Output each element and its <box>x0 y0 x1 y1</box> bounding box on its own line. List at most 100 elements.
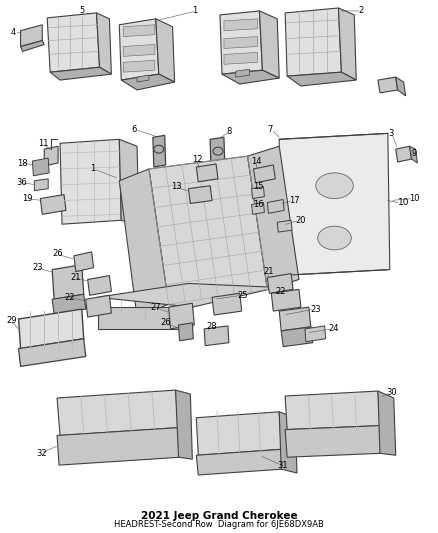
Polygon shape <box>50 67 111 80</box>
Text: 12: 12 <box>192 155 203 164</box>
Ellipse shape <box>316 173 353 199</box>
Polygon shape <box>137 75 149 82</box>
Text: 22: 22 <box>275 287 286 296</box>
Text: 21: 21 <box>70 273 81 282</box>
Text: 22: 22 <box>64 293 74 302</box>
Polygon shape <box>251 187 265 199</box>
Text: 31: 31 <box>277 461 288 470</box>
Text: 13: 13 <box>171 182 181 191</box>
Text: 23: 23 <box>311 305 321 313</box>
Polygon shape <box>212 293 242 315</box>
Text: 2021 Jeep Grand Cherokee: 2021 Jeep Grand Cherokee <box>141 512 297 521</box>
Text: 25: 25 <box>238 291 248 300</box>
Polygon shape <box>96 13 111 74</box>
Polygon shape <box>222 70 279 84</box>
Polygon shape <box>196 164 218 182</box>
Polygon shape <box>88 276 111 295</box>
Polygon shape <box>86 295 111 317</box>
Polygon shape <box>224 52 258 64</box>
Polygon shape <box>267 199 284 213</box>
Polygon shape <box>123 60 155 72</box>
Text: 19: 19 <box>22 194 33 203</box>
Text: 28: 28 <box>206 322 217 332</box>
Text: 3: 3 <box>388 129 393 138</box>
Polygon shape <box>279 412 297 473</box>
Polygon shape <box>18 339 86 366</box>
Polygon shape <box>279 307 311 331</box>
Polygon shape <box>121 74 175 90</box>
Polygon shape <box>210 138 225 171</box>
Polygon shape <box>60 139 121 224</box>
Text: HEADREST-Second Row  Diagram for 6JE68DX9AB: HEADREST-Second Row Diagram for 6JE68DX9… <box>114 520 324 529</box>
Polygon shape <box>267 273 293 293</box>
Polygon shape <box>44 146 58 166</box>
Text: 32: 32 <box>36 449 47 458</box>
Ellipse shape <box>318 226 351 250</box>
Polygon shape <box>287 72 356 86</box>
Polygon shape <box>259 11 279 78</box>
Polygon shape <box>153 135 166 167</box>
Polygon shape <box>188 185 212 204</box>
Text: 26: 26 <box>52 249 63 259</box>
Text: 11: 11 <box>38 139 49 148</box>
Text: 30: 30 <box>386 387 396 397</box>
Polygon shape <box>57 390 179 435</box>
Polygon shape <box>285 426 382 457</box>
Polygon shape <box>236 69 250 77</box>
Polygon shape <box>251 203 265 214</box>
Polygon shape <box>169 303 194 329</box>
Polygon shape <box>254 165 275 183</box>
Text: 1: 1 <box>192 6 198 15</box>
Polygon shape <box>119 139 139 226</box>
Polygon shape <box>339 8 356 80</box>
Polygon shape <box>281 327 313 346</box>
Polygon shape <box>74 252 94 272</box>
Polygon shape <box>410 146 417 163</box>
Polygon shape <box>285 391 380 430</box>
Text: 7: 7 <box>267 125 273 134</box>
Text: 15: 15 <box>254 182 264 191</box>
Polygon shape <box>32 158 49 176</box>
Text: 5: 5 <box>80 6 85 15</box>
Polygon shape <box>378 391 396 455</box>
Polygon shape <box>98 307 192 329</box>
Polygon shape <box>18 309 84 349</box>
Ellipse shape <box>213 147 223 155</box>
Polygon shape <box>279 133 390 276</box>
Text: 10: 10 <box>398 198 409 207</box>
Text: 4: 4 <box>11 28 16 37</box>
Text: 23: 23 <box>32 263 43 272</box>
Text: 20: 20 <box>295 216 306 225</box>
Polygon shape <box>98 284 277 307</box>
Polygon shape <box>277 220 292 232</box>
Text: 14: 14 <box>251 157 262 166</box>
Polygon shape <box>378 77 398 93</box>
Polygon shape <box>149 156 267 304</box>
Text: 8: 8 <box>226 127 231 136</box>
Text: 24: 24 <box>328 325 339 333</box>
Polygon shape <box>179 323 193 341</box>
Text: 29: 29 <box>7 317 17 326</box>
Polygon shape <box>247 146 299 289</box>
Text: 1: 1 <box>90 164 95 173</box>
Polygon shape <box>47 13 99 72</box>
Text: 21: 21 <box>263 267 274 276</box>
Polygon shape <box>396 146 412 162</box>
Polygon shape <box>224 19 258 31</box>
Polygon shape <box>21 25 42 46</box>
Text: 2: 2 <box>358 6 364 15</box>
Text: 16: 16 <box>254 200 264 209</box>
Polygon shape <box>123 25 155 37</box>
Polygon shape <box>119 19 159 80</box>
Text: 9: 9 <box>412 149 417 158</box>
Polygon shape <box>34 179 48 191</box>
Polygon shape <box>156 19 175 82</box>
Text: 18: 18 <box>17 158 27 167</box>
Polygon shape <box>52 294 86 314</box>
Polygon shape <box>220 11 262 74</box>
Text: 27: 27 <box>151 303 162 312</box>
Polygon shape <box>224 37 258 49</box>
Text: 17: 17 <box>289 196 300 205</box>
Polygon shape <box>176 390 192 459</box>
Polygon shape <box>204 326 229 346</box>
